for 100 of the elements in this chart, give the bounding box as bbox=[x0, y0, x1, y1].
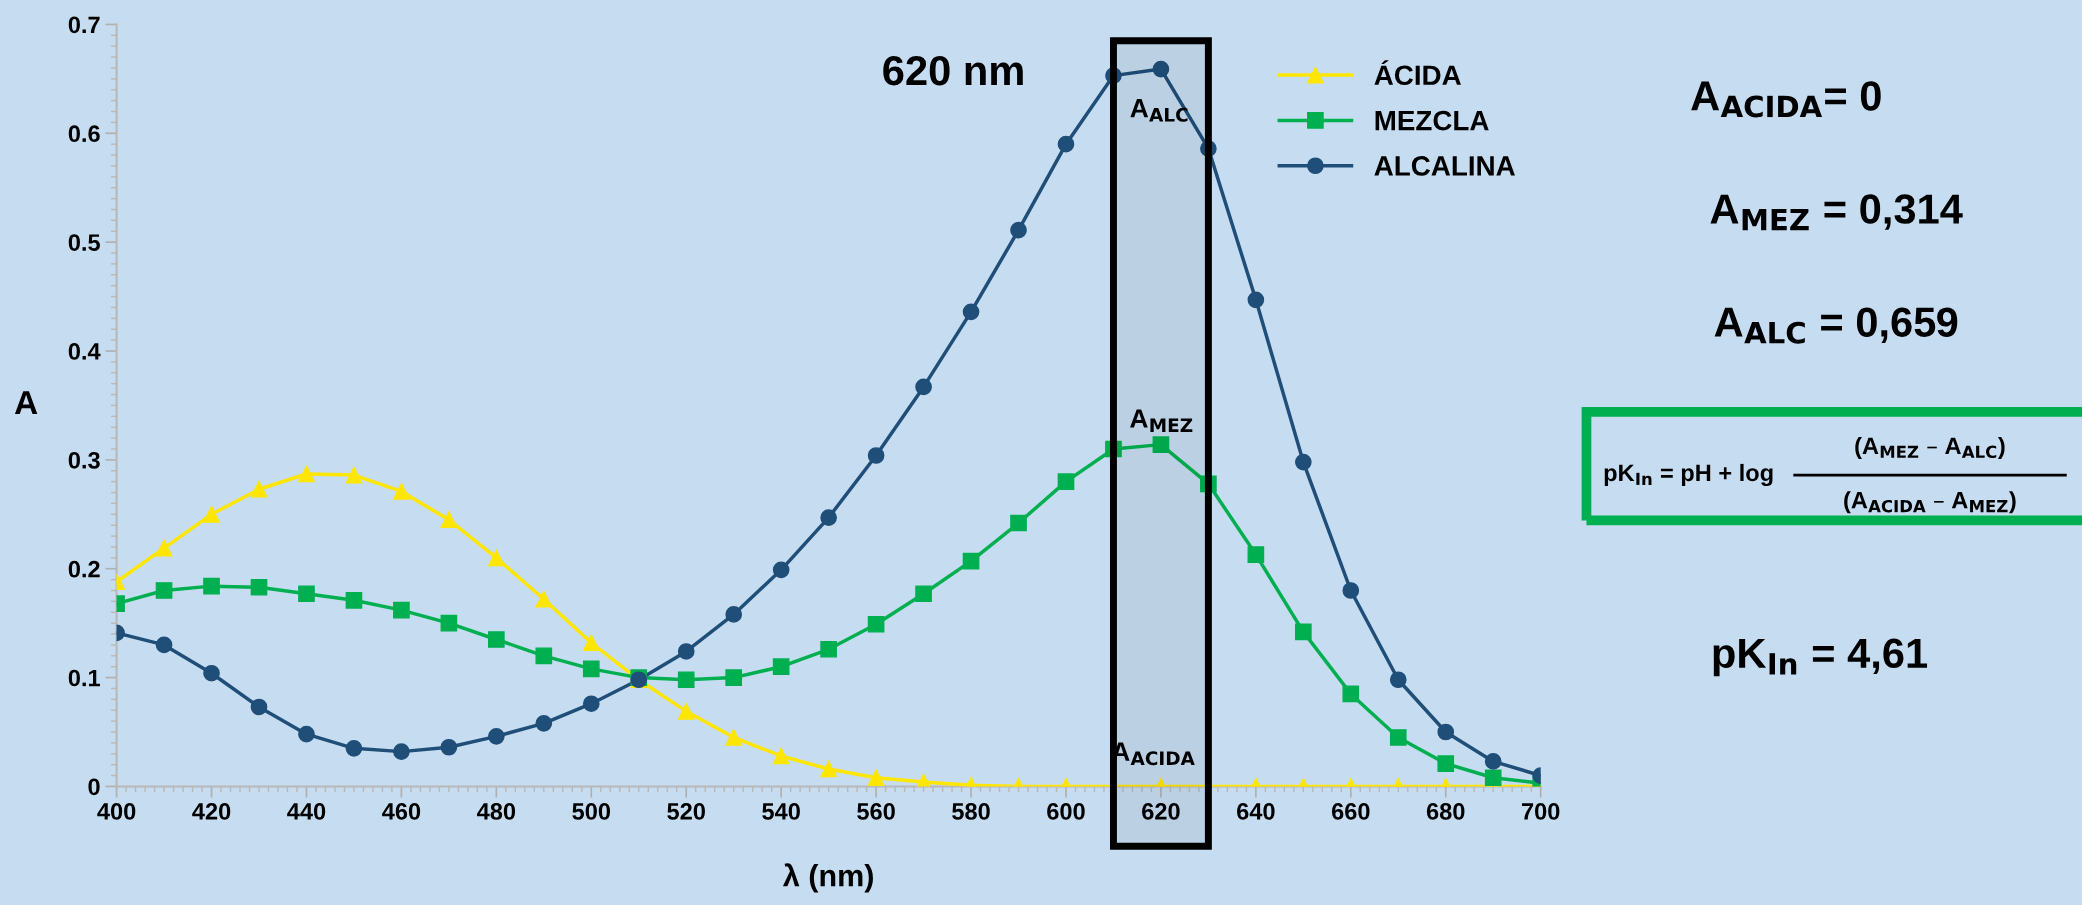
y-tick-label: 0.1 bbox=[68, 669, 100, 687]
point bbox=[1342, 582, 1360, 599]
point bbox=[582, 695, 600, 713]
point bbox=[250, 578, 268, 596]
point bbox=[488, 631, 505, 648]
point bbox=[345, 740, 363, 757]
annotation: A$_{MEZ}$ bbox=[1130, 409, 1193, 432]
point bbox=[535, 647, 553, 665]
point bbox=[155, 636, 173, 654]
point bbox=[535, 590, 553, 608]
y-tick-label: 0.3 bbox=[68, 451, 100, 469]
point bbox=[203, 664, 220, 682]
x-tick-label: 520 bbox=[667, 803, 705, 820]
text: (A$_{ACIDA}$ – A$_{MEZ}$) bbox=[1844, 491, 2016, 514]
point bbox=[298, 585, 315, 603]
point bbox=[298, 465, 315, 483]
x-tick-label: 680 bbox=[1426, 803, 1465, 820]
point bbox=[1105, 440, 1122, 458]
x-tick-label: 660 bbox=[1331, 803, 1370, 820]
point bbox=[1342, 685, 1360, 703]
x-tick-label: 420 bbox=[192, 803, 231, 820]
point bbox=[1010, 514, 1027, 532]
y-tick-label: 0.7 bbox=[68, 16, 100, 34]
annotation: A$_{ALC}$ bbox=[1130, 99, 1188, 122]
point bbox=[203, 577, 220, 595]
x-tick-label: 560 bbox=[857, 803, 895, 820]
x-tick-label: 640 bbox=[1237, 803, 1275, 820]
point bbox=[1105, 67, 1122, 84]
point bbox=[915, 378, 932, 396]
point bbox=[1484, 769, 1502, 787]
legend-label: ALCALINA bbox=[1374, 156, 1515, 176]
point bbox=[582, 660, 600, 678]
point bbox=[1152, 60, 1170, 78]
x-tick-label: 440 bbox=[287, 803, 326, 820]
x-tick-label: 600 bbox=[1047, 803, 1085, 820]
point bbox=[725, 606, 743, 623]
point bbox=[772, 747, 790, 765]
point bbox=[1294, 623, 1312, 641]
x-axis-title: λ (nm) bbox=[782, 863, 873, 893]
point bbox=[820, 760, 837, 778]
point bbox=[250, 480, 268, 498]
point bbox=[915, 585, 932, 603]
y-tick-label: 0.6 bbox=[68, 125, 100, 143]
point bbox=[440, 738, 458, 756]
y-tick-label: 0.2 bbox=[68, 560, 100, 578]
point bbox=[867, 769, 885, 787]
x-tick-label: 500 bbox=[572, 803, 611, 820]
point bbox=[677, 643, 695, 660]
x-tick-label: 540 bbox=[762, 803, 800, 820]
point bbox=[440, 614, 458, 632]
point bbox=[345, 466, 363, 484]
text: A$_{ACIDA}$= 0 bbox=[1691, 81, 1881, 118]
point bbox=[393, 483, 410, 500]
text: pK$_{In}$ = pH + log bbox=[1604, 463, 1773, 487]
point bbox=[1484, 753, 1502, 770]
point bbox=[725, 729, 743, 746]
point bbox=[1247, 291, 1265, 309]
point bbox=[1200, 140, 1217, 157]
x-tick-label: 400 bbox=[97, 803, 136, 820]
point bbox=[1437, 723, 1455, 741]
point bbox=[772, 561, 790, 579]
point bbox=[1389, 729, 1407, 746]
text: (A$_{MEZ}$ – A$_{ALC}$) bbox=[1855, 436, 2005, 459]
point bbox=[488, 728, 505, 745]
point bbox=[1152, 436, 1170, 453]
point bbox=[393, 743, 410, 760]
point bbox=[488, 549, 505, 567]
point bbox=[962, 552, 980, 570]
text: A$_{ALC}$ = 0,659 bbox=[1714, 307, 1958, 344]
point bbox=[867, 447, 885, 464]
point bbox=[677, 702, 695, 720]
point bbox=[1437, 755, 1455, 772]
text: pK$_{In}$ = 4,61 bbox=[1713, 638, 1928, 677]
point bbox=[677, 671, 695, 689]
point bbox=[535, 714, 553, 732]
point bbox=[1294, 453, 1312, 471]
y-tick-label: 0.4 bbox=[68, 343, 101, 360]
point bbox=[582, 634, 600, 652]
point bbox=[155, 582, 173, 599]
point bbox=[250, 698, 268, 716]
point bbox=[440, 511, 458, 529]
point bbox=[867, 615, 885, 633]
point bbox=[1247, 546, 1265, 563]
point bbox=[962, 303, 980, 321]
x-tick-label: 460 bbox=[382, 803, 421, 820]
legend-label: MEZCLA bbox=[1375, 110, 1489, 131]
point bbox=[820, 640, 837, 658]
point bbox=[772, 658, 790, 676]
point bbox=[1057, 473, 1075, 490]
x-tick-label: 580 bbox=[952, 803, 990, 820]
x-tick-label: 620 bbox=[1142, 803, 1180, 820]
y-tick-label: 0 bbox=[88, 778, 100, 796]
point bbox=[1389, 671, 1407, 689]
point bbox=[345, 591, 363, 609]
point bbox=[298, 725, 315, 743]
legend-label: ÁCIDA bbox=[1374, 60, 1461, 86]
text: A$_{MEZ}$ = 0,314 bbox=[1710, 194, 1963, 231]
point bbox=[393, 601, 410, 619]
y-axis-title: A bbox=[14, 391, 38, 415]
point bbox=[203, 505, 220, 523]
